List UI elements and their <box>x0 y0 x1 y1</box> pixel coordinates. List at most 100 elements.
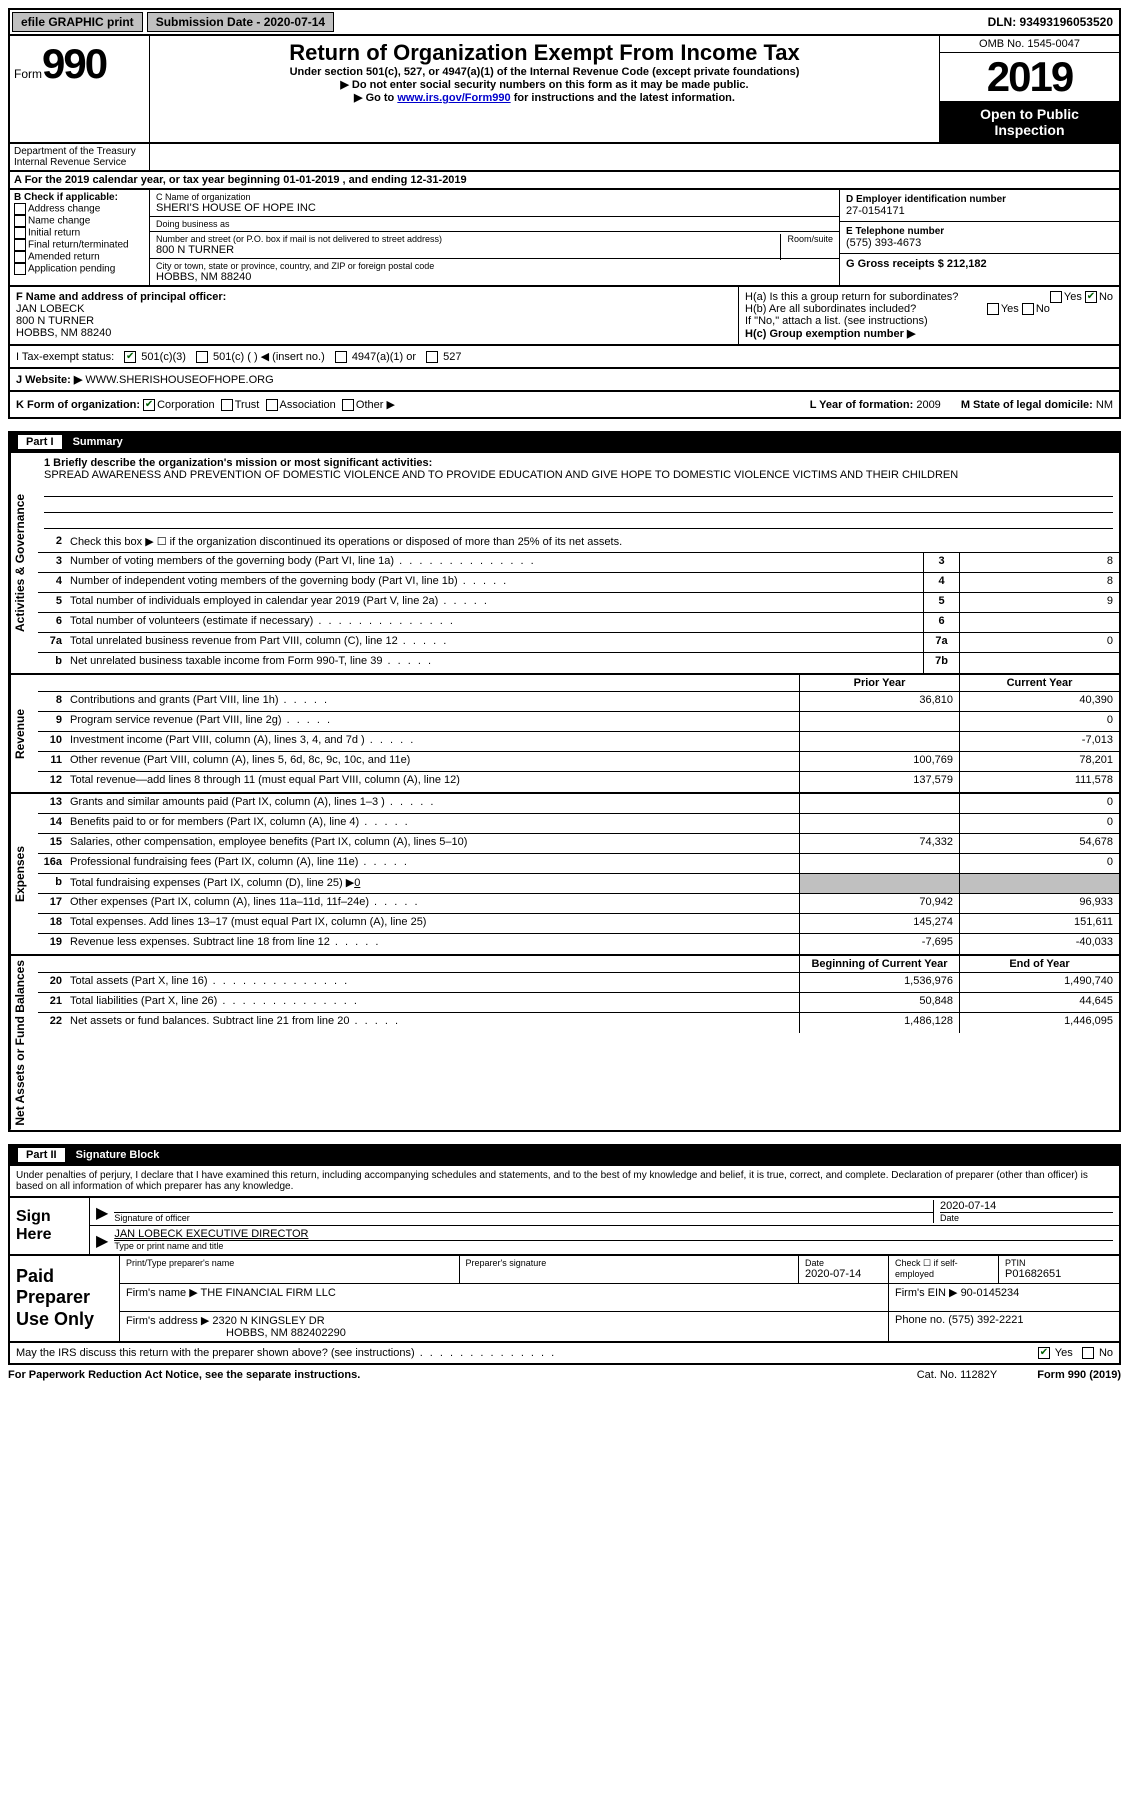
line20-text: Total assets (Part X, line 16) <box>66 973 799 992</box>
officer-addr2: HOBBS, NM 88240 <box>16 327 732 339</box>
line13-prior <box>799 794 959 813</box>
tax-year: 2019 <box>940 53 1119 102</box>
line21-end: 44,645 <box>959 993 1119 1012</box>
sign-here-block: Sign Here ▶ Signature of officer 2020-07… <box>8 1198 1121 1256</box>
col-deg: D Employer identification number 27-0154… <box>839 190 1119 285</box>
ha-yes-cb[interactable] <box>1050 291 1062 303</box>
cb-4947[interactable] <box>335 351 347 363</box>
line8-prior: 36,810 <box>799 692 959 711</box>
l-year-formation: L Year of formation: 2009 <box>810 399 941 411</box>
line1-label: 1 Briefly describe the organization's mi… <box>44 457 1113 469</box>
efile-print-button[interactable]: efile GRAPHIC print <box>12 12 143 32</box>
hc-row: H(c) Group exemption number ▶ <box>745 327 1113 340</box>
line14-current: 0 <box>959 814 1119 833</box>
line4-text: Number of independent voting members of … <box>66 573 923 592</box>
line10-prior <box>799 732 959 751</box>
line8-current: 40,390 <box>959 692 1119 711</box>
line12-current: 111,578 <box>959 772 1119 792</box>
officer-name: JAN LOBECK <box>16 303 732 315</box>
hb-yes-cb[interactable] <box>987 303 999 315</box>
line7b-text: Net unrelated business taxable income fr… <box>66 653 923 673</box>
city-label: City or town, state or province, country… <box>156 261 833 271</box>
line22-end: 1,446,095 <box>959 1013 1119 1033</box>
sig-arrow-icon: ▶ <box>96 1203 108 1223</box>
org-city: HOBBS, NM 88240 <box>156 271 833 283</box>
mission-text: SPREAD AWARENESS AND PREVENTION OF DOMES… <box>44 469 1113 481</box>
sig-name-value: JAN LOBECK EXECUTIVE DIRECTOR <box>114 1228 1113 1240</box>
governance-section: Activities & Governance 1 Briefly descri… <box>8 453 1121 675</box>
beg-year-header: Beginning of Current Year <box>799 956 959 972</box>
line18-current: 151,611 <box>959 914 1119 933</box>
line20-end: 1,490,740 <box>959 973 1119 992</box>
line3-text: Number of voting members of the governin… <box>66 553 923 572</box>
line6-text: Total number of volunteers (estimate if … <box>66 613 923 632</box>
cb-amended-return[interactable]: Amended return <box>14 251 145 263</box>
cb-address-change[interactable]: Address change <box>14 203 145 215</box>
cb-final-return[interactable]: Final return/terminated <box>14 239 145 251</box>
org-info-block: B Check if applicable: Address change Na… <box>8 190 1121 287</box>
line9-current: 0 <box>959 712 1119 731</box>
m-state-domicile: M State of legal domicile: NM <box>961 399 1113 411</box>
line17-text: Other expenses (Part IX, column (A), lin… <box>66 894 799 913</box>
line16a-prior <box>799 854 959 873</box>
g-gross-receipts: G Gross receipts $ 212,182 <box>846 258 1113 270</box>
ha-no-cb[interactable] <box>1085 291 1097 303</box>
discuss-yes-cb[interactable] <box>1038 1347 1050 1359</box>
cb-501c[interactable] <box>196 351 208 363</box>
hb-row: H(b) Are all subordinates included? Yes … <box>745 303 1113 315</box>
addr-label: Number and street (or P.O. box if mail i… <box>156 234 833 244</box>
discuss-no-cb[interactable] <box>1082 1347 1094 1359</box>
cb-527[interactable] <box>426 351 438 363</box>
e-phone-label: E Telephone number <box>846 226 1113 237</box>
cb-other[interactable] <box>342 399 354 411</box>
line19-current: -40,033 <box>959 934 1119 954</box>
org-name: SHERI'S HOUSE OF HOPE INC <box>156 202 833 214</box>
ha-row: H(a) Is this a group return for subordin… <box>745 291 1113 303</box>
cb-assoc[interactable] <box>266 399 278 411</box>
cb-application-pending[interactable]: Application pending <box>14 263 145 275</box>
paperwork-notice: For Paperwork Reduction Act Notice, see … <box>8 1369 360 1381</box>
line17-current: 96,933 <box>959 894 1119 913</box>
cat-no: Cat. No. 11282Y <box>917 1369 998 1381</box>
firm-name: THE FINANCIAL FIRM LLC <box>201 1287 336 1299</box>
cb-initial-return[interactable]: Initial return <box>14 227 145 239</box>
submission-date: Submission Date - 2020-07-14 <box>147 12 334 32</box>
line11-current: 78,201 <box>959 752 1119 771</box>
vtab-net-assets: Net Assets or Fund Balances <box>10 956 38 1130</box>
form-number-block: Form990 <box>10 36 150 142</box>
firm-addr2: HOBBS, NM 882402290 <box>226 1327 346 1339</box>
line7a-val: 0 <box>959 633 1119 652</box>
dln-label: DLN: 93493196053520 <box>988 15 1119 29</box>
officer-addr1: 800 N TURNER <box>16 315 732 327</box>
preparer-date-label: Date <box>805 1258 882 1268</box>
footer-row: For Paperwork Reduction Act Notice, see … <box>8 1365 1121 1385</box>
col-b-checkboxes: B Check if applicable: Address change Na… <box>10 190 150 285</box>
line12-text: Total revenue—add lines 8 through 11 (mu… <box>66 772 799 792</box>
form-990-number: 990 <box>42 40 106 87</box>
line21-text: Total liabilities (Part X, line 26) <box>66 993 799 1012</box>
line22-text: Net assets or fund balances. Subtract li… <box>66 1013 799 1033</box>
org-address: 800 N TURNER <box>156 244 833 256</box>
line6-val <box>959 613 1119 632</box>
part1-num: Part I <box>18 435 62 449</box>
preparer-sig-label: Preparer's signature <box>466 1258 793 1268</box>
part2-num: Part II <box>18 1148 65 1162</box>
line11-text: Other revenue (Part VIII, column (A), li… <box>66 752 799 771</box>
cb-501c3[interactable] <box>124 351 136 363</box>
col-b-header: B Check if applicable: <box>14 192 118 203</box>
revenue-section: Revenue Prior Year Current Year 8 Contri… <box>8 675 1121 794</box>
room-suite-label: Room/suite <box>780 234 833 260</box>
hb-no-cb[interactable] <box>1022 303 1034 315</box>
line10-text: Investment income (Part VIII, column (A)… <box>66 732 799 751</box>
line14-text: Benefits paid to or for members (Part IX… <box>66 814 799 833</box>
dept-row: Department of the Treasury Internal Reve… <box>8 144 1121 172</box>
line15-current: 54,678 <box>959 834 1119 853</box>
row-a-tax-year: A For the 2019 calendar year, or tax yea… <box>8 172 1121 190</box>
cb-name-change[interactable]: Name change <box>14 215 145 227</box>
topbar: efile GRAPHIC print Submission Date - 20… <box>8 8 1121 36</box>
cb-corp[interactable] <box>143 399 155 411</box>
cb-trust[interactable] <box>221 399 233 411</box>
form-header: Form990 Return of Organization Exempt Fr… <box>8 36 1121 144</box>
irs-link[interactable]: www.irs.gov/Form990 <box>397 92 510 104</box>
sig-name-label: Type or print name and title <box>114 1240 1113 1251</box>
